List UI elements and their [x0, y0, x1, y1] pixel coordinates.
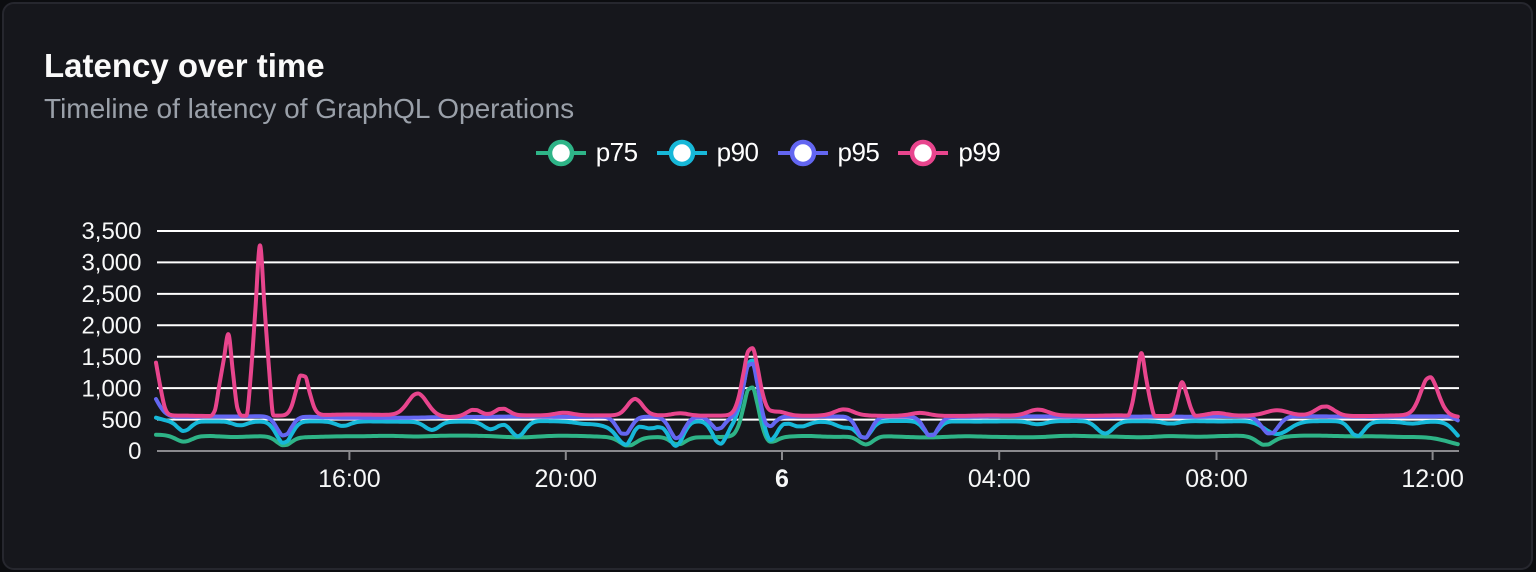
svg-text:08:00: 08:00	[1185, 465, 1248, 493]
svg-text:2,500: 2,500	[81, 281, 141, 308]
svg-text:2,000: 2,000	[81, 312, 141, 339]
svg-text:500: 500	[101, 407, 141, 434]
svg-text:04:00: 04:00	[968, 465, 1031, 493]
svg-text:1,500: 1,500	[81, 344, 141, 371]
svg-text:16:00: 16:00	[318, 465, 381, 493]
svg-text:1,000: 1,000	[81, 375, 141, 402]
svg-text:6: 6	[775, 465, 789, 493]
svg-text:3,500: 3,500	[81, 218, 141, 245]
svg-text:0: 0	[128, 438, 141, 465]
svg-text:20:00: 20:00	[535, 465, 598, 493]
svg-text:3,000: 3,000	[81, 250, 141, 277]
svg-text:12:00: 12:00	[1401, 465, 1464, 493]
